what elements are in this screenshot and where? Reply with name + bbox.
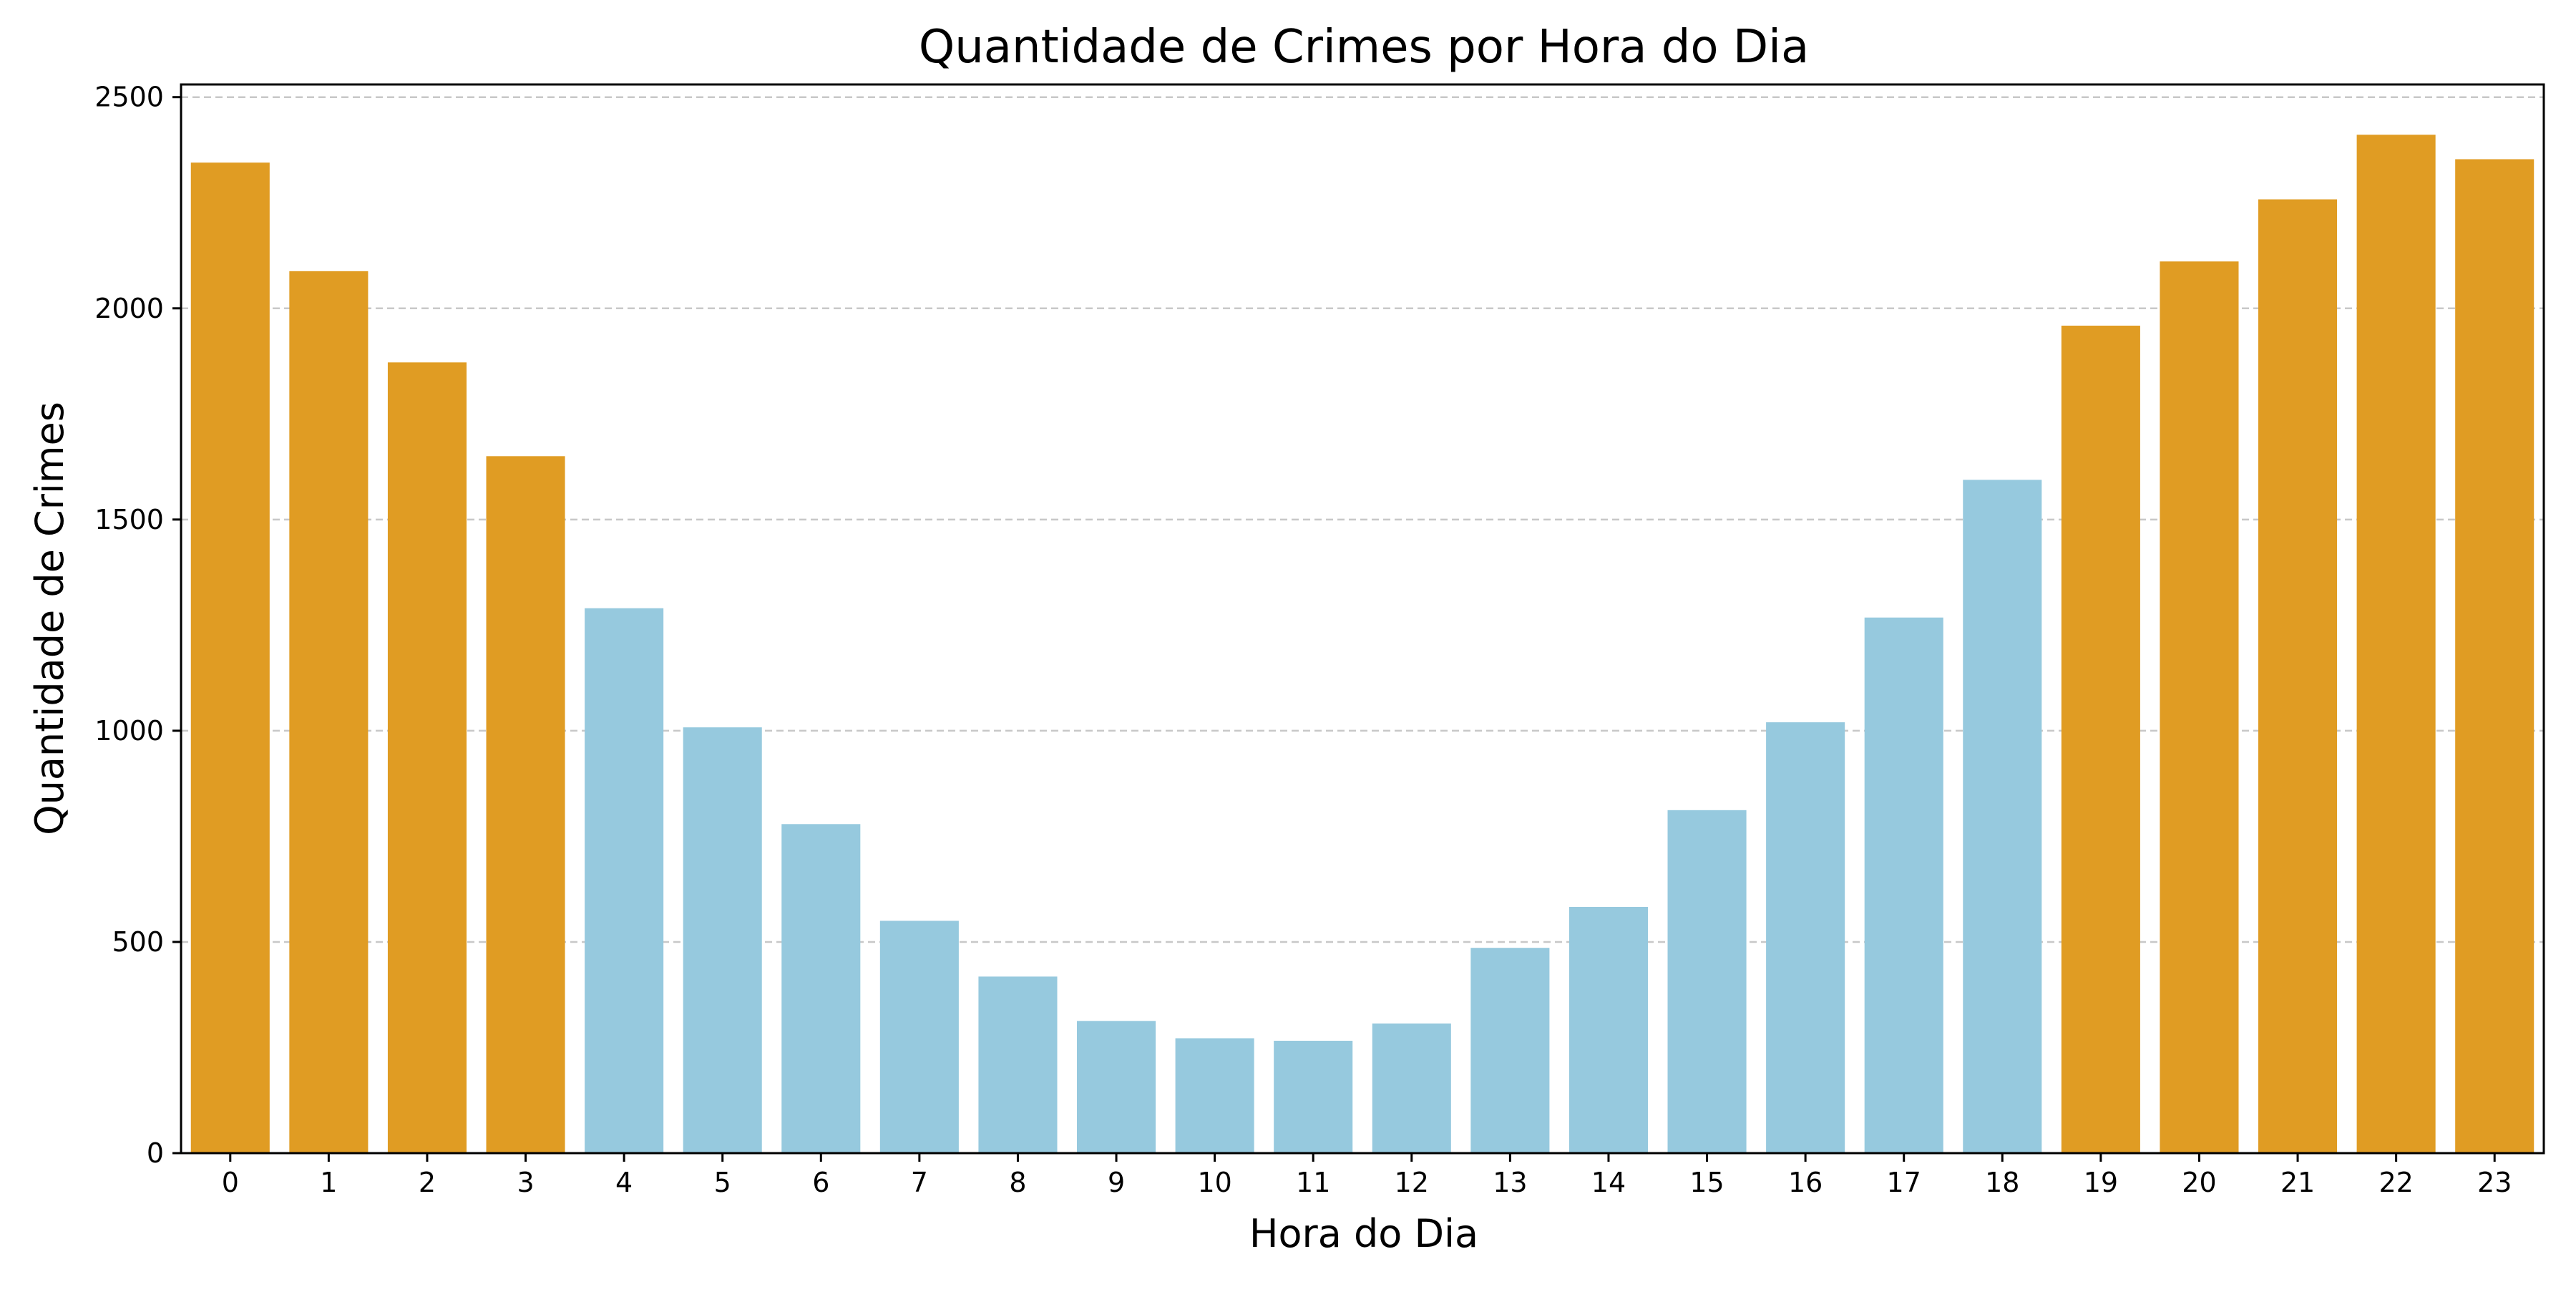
x-tick-label: 5 bbox=[714, 1167, 731, 1198]
bar-hour-5 bbox=[683, 727, 762, 1153]
bar-hour-12 bbox=[1372, 1023, 1451, 1153]
x-tick-label: 21 bbox=[2280, 1167, 2315, 1198]
x-tick-label: 22 bbox=[2379, 1167, 2413, 1198]
y-tick-label: 0 bbox=[147, 1137, 164, 1169]
x-tick-label: 16 bbox=[1788, 1167, 1823, 1198]
y-tick-label: 500 bbox=[112, 926, 164, 958]
x-tick-label: 19 bbox=[2084, 1167, 2118, 1198]
bar-hour-21 bbox=[2258, 199, 2338, 1154]
x-tick-label: 12 bbox=[1395, 1167, 1429, 1198]
x-tick-label: 9 bbox=[1108, 1167, 1125, 1198]
bar-hour-6 bbox=[781, 824, 861, 1153]
bar-hour-0 bbox=[190, 162, 270, 1154]
gridlines bbox=[181, 96, 2544, 943]
y-tick-label: 2500 bbox=[94, 82, 164, 113]
bar-hour-8 bbox=[978, 976, 1058, 1153]
x-axis-ticks: 0 1 2 3 4 5 6 7 8 9 10 11 12 13 14 15 16 17 18 19 20 21 22 23 bbox=[222, 1153, 2512, 1198]
x-tick-label: 3 bbox=[517, 1167, 534, 1198]
bar-hour-18 bbox=[1963, 480, 2042, 1153]
x-tick-label: 1 bbox=[320, 1167, 337, 1198]
x-axis-label: Hora do Dia bbox=[1249, 1211, 1478, 1256]
x-tick-label: 7 bbox=[911, 1167, 928, 1198]
x-tick-label: 13 bbox=[1493, 1167, 1527, 1198]
chart-title: Quantidade de Crimes por Hora do Dia bbox=[919, 21, 1809, 74]
bar-hour-7 bbox=[879, 921, 959, 1153]
bar-hour-20 bbox=[2160, 261, 2239, 1154]
bar-hour-9 bbox=[1077, 1021, 1156, 1153]
bar-hour-10 bbox=[1175, 1038, 1254, 1153]
plot-frame bbox=[180, 83, 2545, 1155]
x-tick-label: 18 bbox=[1985, 1167, 2019, 1198]
bar-hour-2 bbox=[387, 362, 467, 1153]
bar-hour-22 bbox=[2356, 135, 2436, 1153]
bar-hour-19 bbox=[2061, 325, 2140, 1153]
y-tick-label: 1500 bbox=[94, 504, 164, 535]
y-tick-label: 1000 bbox=[94, 715, 164, 747]
x-tick-label: 15 bbox=[1689, 1167, 1724, 1198]
bar-hour-14 bbox=[1568, 906, 1648, 1153]
x-tick-label: 0 bbox=[222, 1167, 239, 1198]
x-tick-label: 8 bbox=[1009, 1167, 1026, 1198]
bar-hour-17 bbox=[1864, 617, 1943, 1153]
x-tick-label: 6 bbox=[812, 1167, 829, 1198]
x-tick-label: 10 bbox=[1197, 1167, 1231, 1198]
y-tick-label: 2000 bbox=[94, 293, 164, 324]
y-axis-ticks: 0 500 1000 1500 2000 2500 bbox=[94, 82, 181, 1169]
bar-hour-23 bbox=[2455, 159, 2534, 1154]
x-tick-label: 14 bbox=[1591, 1167, 1626, 1198]
x-tick-label: 2 bbox=[419, 1167, 436, 1198]
x-tick-label: 17 bbox=[1887, 1167, 1921, 1198]
x-tick-label: 20 bbox=[2182, 1167, 2216, 1198]
x-tick-label: 4 bbox=[615, 1167, 633, 1198]
bar-hour-13 bbox=[1470, 948, 1550, 1153]
bar-hour-3 bbox=[486, 456, 565, 1153]
y-axis-label: Quantidade de Crimes bbox=[27, 402, 72, 835]
x-tick-label: 11 bbox=[1296, 1167, 1330, 1198]
bar-hour-4 bbox=[585, 608, 664, 1153]
bar-hour-11 bbox=[1274, 1041, 1353, 1153]
bars bbox=[190, 135, 2534, 1154]
bar-hour-1 bbox=[289, 271, 369, 1153]
x-tick-label: 23 bbox=[2477, 1167, 2512, 1198]
bar-hour-16 bbox=[1766, 722, 1845, 1153]
bar-hour-15 bbox=[1667, 810, 1747, 1153]
